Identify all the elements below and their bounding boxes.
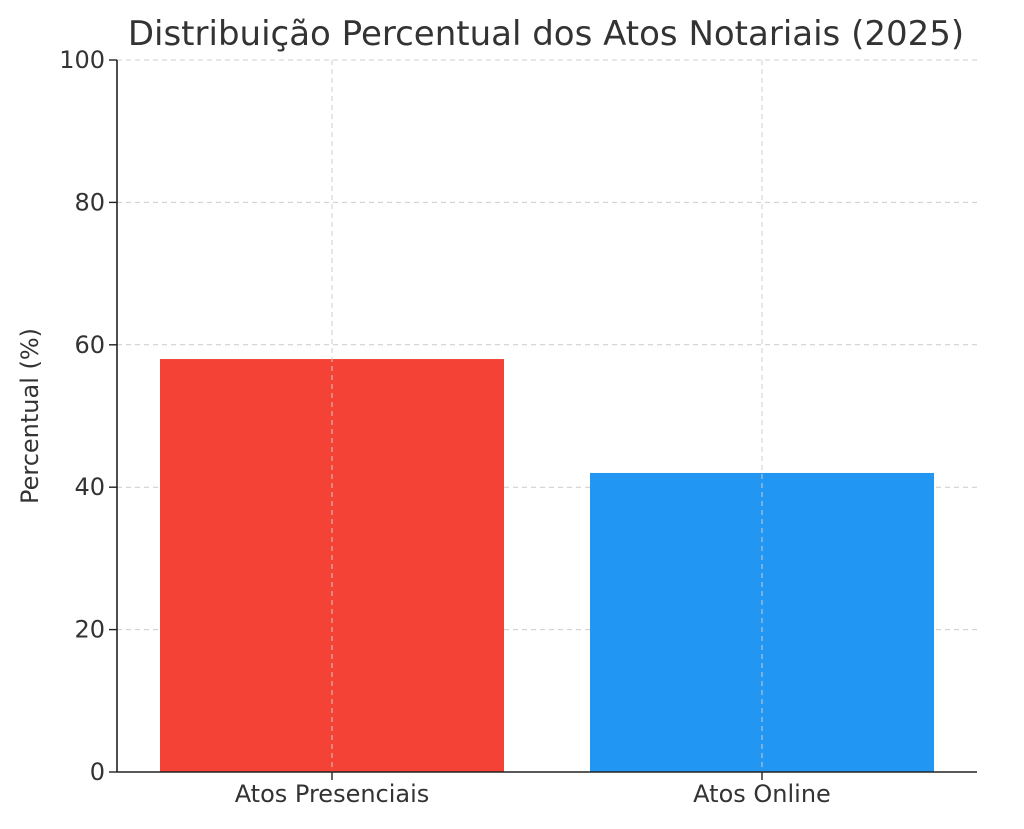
y-tick-label: 60 bbox=[74, 331, 105, 359]
y-tick-label: 0 bbox=[90, 758, 105, 786]
y-tick-label: 20 bbox=[74, 616, 105, 644]
y-tick-label: 40 bbox=[74, 473, 105, 501]
x-tick-label: Atos Presenciais bbox=[235, 780, 430, 808]
y-tick-label: 80 bbox=[74, 188, 105, 216]
axes: 0 20 40 60 80 100 Atos Presenciais Atos Online bbox=[59, 46, 977, 808]
chart-title: Distribuição Percentual dos Atos Notaria… bbox=[128, 14, 964, 54]
x-tick-label: Atos Online bbox=[693, 780, 831, 808]
bars bbox=[160, 60, 934, 772]
y-tick-label: 100 bbox=[59, 46, 105, 74]
y-axis-label: Percentual (%) bbox=[16, 328, 44, 504]
